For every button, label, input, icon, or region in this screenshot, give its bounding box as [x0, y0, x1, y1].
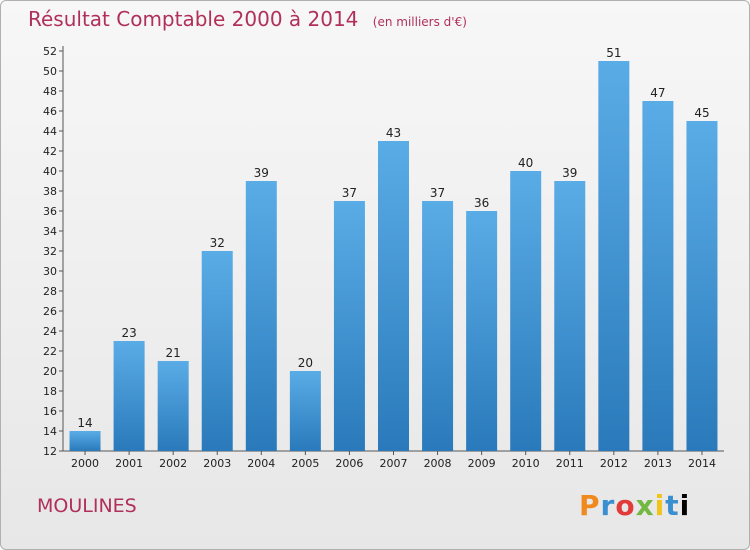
- y-tick-label: 38: [43, 185, 57, 198]
- x-tick-label: 2005: [291, 457, 319, 470]
- x-tick-label: 2003: [203, 457, 231, 470]
- y-tick-label: 48: [43, 85, 57, 98]
- y-tick-label: 32: [43, 245, 57, 258]
- bar-value-label: 37: [342, 186, 357, 200]
- x-tick-label: 2010: [512, 457, 540, 470]
- logo-letter: i: [654, 489, 666, 522]
- bar: [422, 201, 454, 451]
- y-tick-label: 24: [43, 325, 57, 338]
- bar: [378, 141, 409, 451]
- bar: [466, 211, 498, 451]
- proxiti-logo: Proxiti: [579, 489, 690, 522]
- bar-value-label: 39: [254, 166, 269, 180]
- bar-value-label: 20: [298, 356, 313, 370]
- x-tick-label: 2008: [424, 457, 452, 470]
- logo-letter: o: [615, 489, 636, 522]
- y-tick-label: 12: [43, 445, 57, 458]
- commune-name: MOULINES: [37, 495, 137, 517]
- bar: [201, 251, 233, 451]
- y-tick-label: 44: [43, 125, 57, 138]
- x-tick-label: 2013: [644, 457, 672, 470]
- y-tick-label: 46: [43, 105, 57, 118]
- bar-value-label: 45: [694, 106, 709, 120]
- x-tick-label: 2011: [556, 457, 584, 470]
- y-tick-label: 50: [43, 65, 57, 78]
- x-tick-label: 2002: [159, 457, 187, 470]
- logo-letter: P: [579, 489, 601, 522]
- y-tick-label: 42: [43, 145, 57, 158]
- y-tick-label: 16: [43, 405, 57, 418]
- logo-letter: i: [679, 489, 691, 522]
- bar: [554, 181, 586, 451]
- bar: [69, 431, 101, 451]
- x-tick-label: 2001: [115, 457, 143, 470]
- bar-value-label: 36: [474, 196, 489, 210]
- bar: [157, 361, 189, 451]
- bar: [510, 171, 542, 451]
- y-tick-label: 30: [43, 265, 57, 278]
- y-tick-label: 34: [43, 225, 57, 238]
- chart-title: Résultat Comptable 2000 à 2014 (en milli…: [28, 7, 467, 31]
- bar-value-label: 51: [606, 46, 621, 60]
- x-tick-label: 2006: [335, 457, 363, 470]
- y-tick-label: 20: [43, 365, 57, 378]
- y-tick-label: 18: [43, 385, 57, 398]
- y-tick-label: 28: [43, 285, 57, 298]
- x-tick-label: 2014: [688, 457, 716, 470]
- y-tick-label: 22: [43, 345, 57, 358]
- logo-letter: x: [635, 489, 655, 522]
- bar: [113, 341, 145, 451]
- title-text: Résultat Comptable 2000 à 2014: [28, 7, 359, 31]
- y-tick-label: 36: [43, 205, 57, 218]
- bar-value-label: 32: [210, 236, 225, 250]
- bar-value-label: 23: [121, 326, 136, 340]
- y-tick-label: 52: [43, 45, 57, 58]
- bar-value-label: 47: [650, 86, 665, 100]
- y-tick-label: 26: [43, 305, 57, 318]
- bar-value-label: 37: [430, 186, 445, 200]
- bar: [245, 181, 277, 451]
- bar: [333, 201, 365, 451]
- logo-letter: t: [665, 489, 680, 522]
- x-tick-label: 2012: [600, 457, 628, 470]
- bar: [598, 61, 630, 451]
- x-tick-label: 2004: [247, 457, 275, 470]
- x-tick-label: 2000: [71, 457, 99, 470]
- bar: [642, 101, 674, 451]
- bar-value-label: 21: [166, 346, 181, 360]
- x-tick-label: 2007: [380, 457, 408, 470]
- y-tick-label: 40: [43, 165, 57, 178]
- bar-value-label: 39: [562, 166, 577, 180]
- x-tick-label: 2009: [468, 457, 496, 470]
- bar-value-label: 43: [386, 126, 401, 140]
- bar: [686, 121, 718, 451]
- logo-letter: r: [600, 489, 616, 522]
- bar-value-label: 14: [77, 416, 92, 430]
- y-tick-label: 14: [43, 425, 57, 438]
- bar-value-label: 40: [518, 156, 533, 170]
- chart-subtitle: (en milliers d'€): [372, 15, 467, 29]
- bar: [289, 371, 321, 451]
